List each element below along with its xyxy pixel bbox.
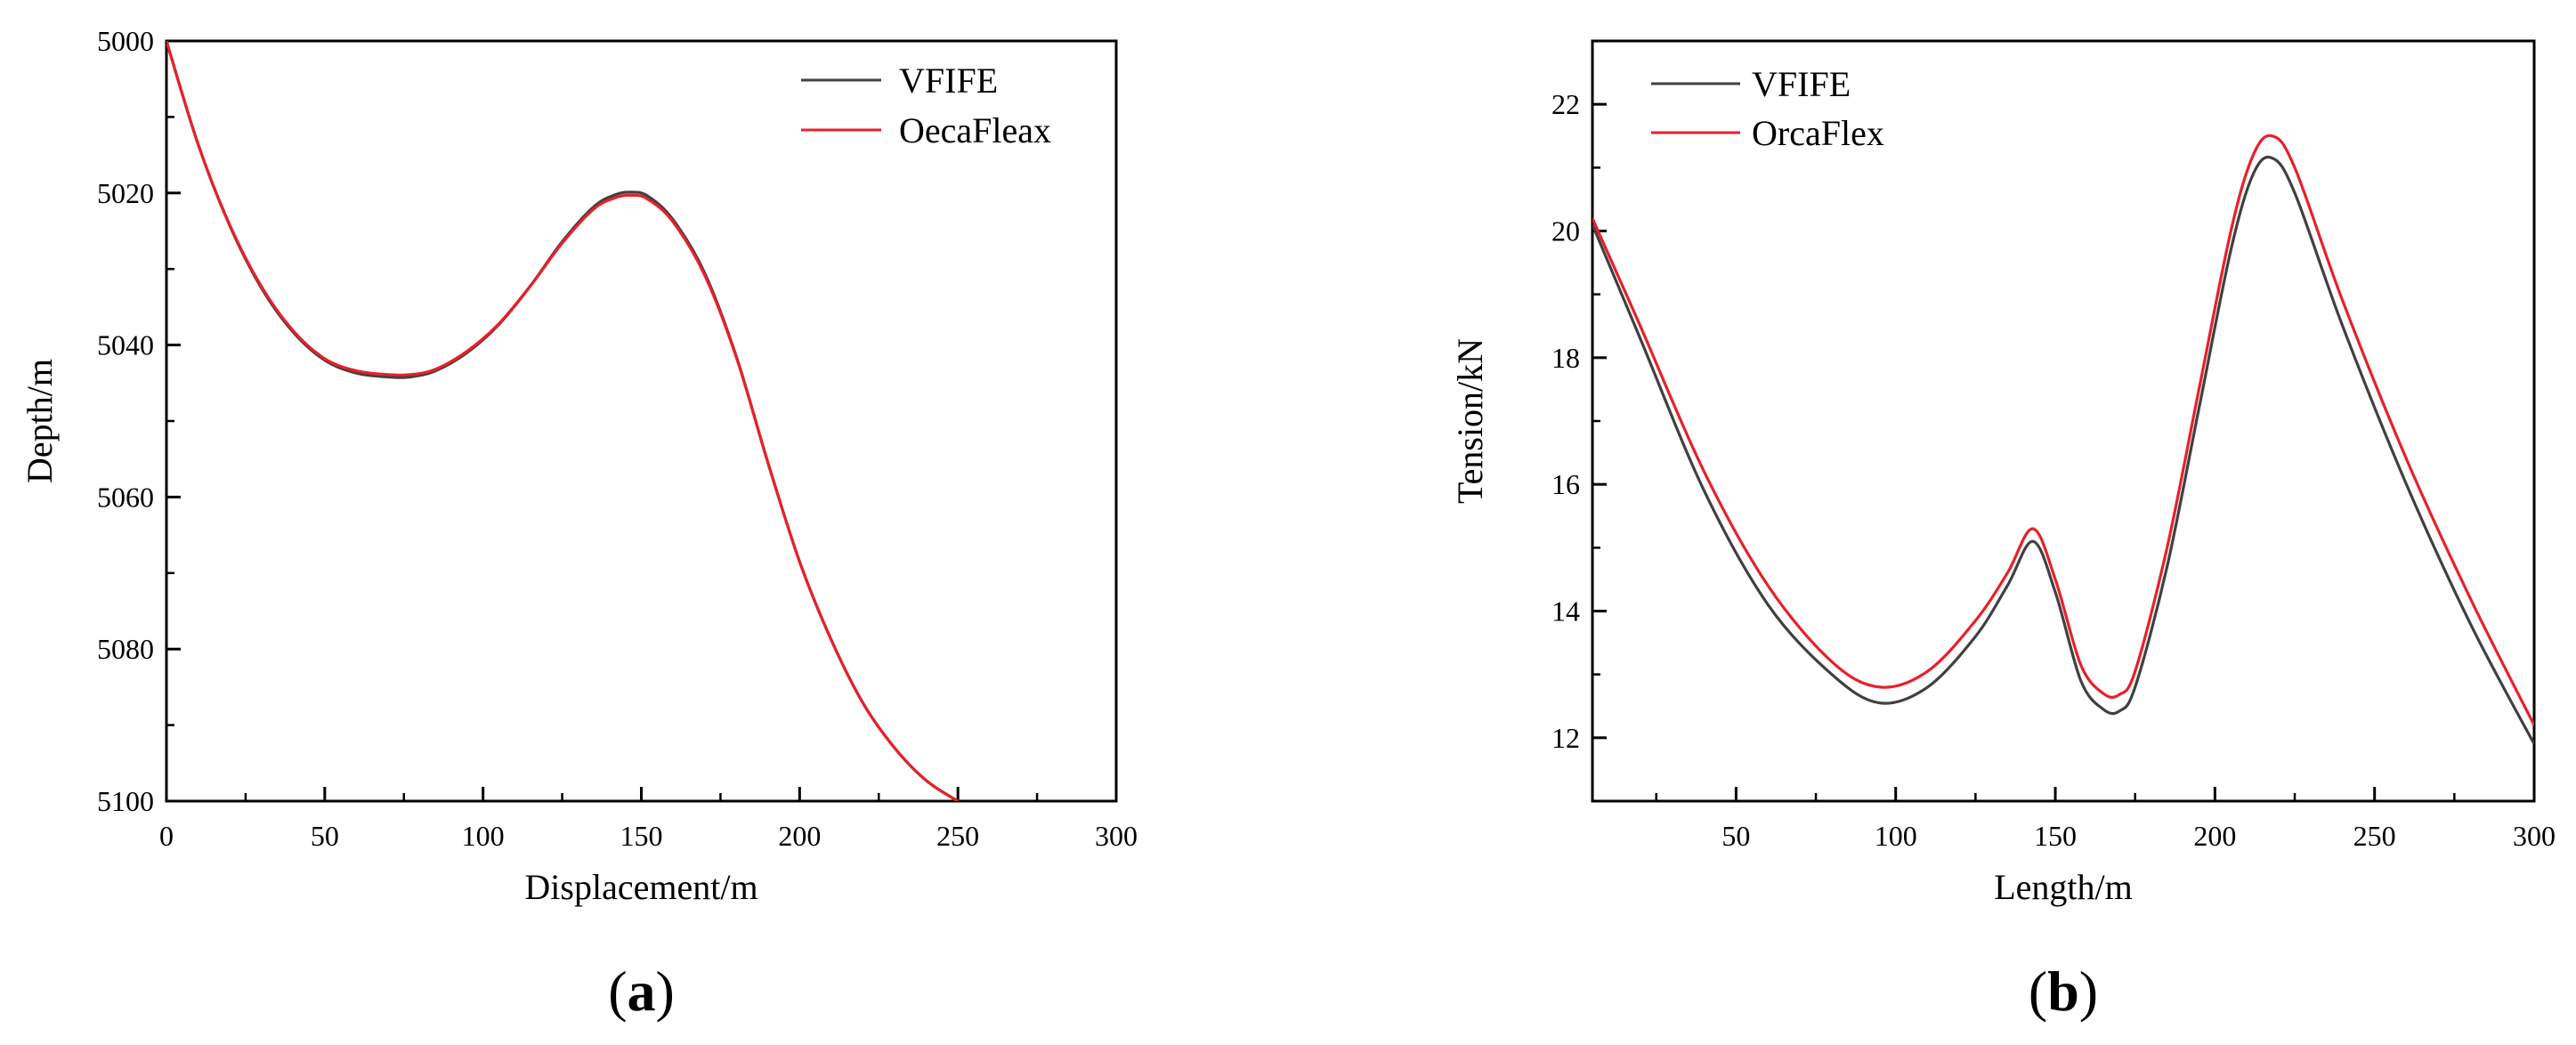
chart-b-series-vfife-line (1592, 155, 2534, 745)
chart-b-x-tick-label: 200 (2193, 820, 2236, 852)
chart-b-panel-label: (b) (2029, 960, 2098, 1023)
chart-a-legend-label-vfife: VFIFE (899, 61, 998, 101)
chart-a-plot-frame (165, 39, 1118, 803)
chart-b-y-tick-label: 12 (1551, 722, 1580, 754)
chart-b-panel-label-open: ( (2029, 960, 2047, 1023)
chart-a-y-axis-title: Depth/m (20, 359, 60, 483)
chart-a-panel-label-close: ) (656, 960, 675, 1023)
chart-b-panel-label-letter: b (2047, 960, 2079, 1023)
chart-a-y-tick-label: 5080 (97, 633, 154, 665)
chart-a-y-tick-label: 5100 (97, 785, 154, 817)
chart-b-y-tick-label: 20 (1551, 215, 1580, 247)
chart-b-x-tick-label: 300 (2513, 820, 2556, 852)
chart-a-y-tick-label: 5020 (97, 177, 154, 209)
chart-a-series-vfife-line (166, 41, 960, 801)
chart-a-y-tick-label: 5060 (97, 481, 154, 513)
chart-b-y-tick-label: 18 (1551, 342, 1580, 374)
chart-a-panel-label: (a) (608, 960, 675, 1023)
chart-b-y-axis-title: Tension/kN (1450, 338, 1490, 504)
chart-a-y-tick-label: 5040 (97, 329, 154, 361)
chart-b-y-tick-label: 16 (1551, 468, 1580, 500)
chart-a-series-oecafleax-line (166, 41, 960, 801)
panel-b: 50 100 150 200 250 300 12 14 16 18 20 22 Length/m Ten… (1450, 39, 2556, 1023)
chart-b-panel-label-close: ) (2079, 960, 2098, 1023)
chart-b-legend-label-orcaflex: OrcaFlex (1752, 113, 1884, 153)
chart-b-x-tick-label: 100 (1875, 820, 1917, 852)
chart-a-x-tick-label: 300 (1095, 820, 1138, 852)
chart-b-x-tick-label: 50 (1721, 820, 1750, 852)
chart-a-legend: VFIFE OecaFleax (801, 61, 1051, 150)
chart-a-x-tick-label: 50 (311, 820, 339, 852)
chart-b-legend: VFIFE OrcaFlex (1651, 64, 1884, 153)
chart-a-x-tick-label: 200 (778, 820, 821, 852)
chart-a-panel-label-letter: a (628, 960, 656, 1023)
chart-b-series-orcaflex-line (1592, 134, 2534, 726)
chart-b-y-tick-label: 22 (1551, 88, 1580, 120)
chart-b-x-tick-label: 150 (2034, 820, 2077, 852)
chart-b-x-axis-title: Length/m (1994, 867, 2133, 907)
chart-b-x-tick-label: 250 (2353, 820, 2396, 852)
chart-a-legend-label-oecafleax: OecaFleax (899, 110, 1051, 150)
chart-a-x-tick-label: 100 (462, 820, 505, 852)
chart-b-y-tick-label: 14 (1551, 595, 1580, 628)
chart-b-legend-label-vfife: VFIFE (1752, 64, 1851, 104)
chart-a-x-tick-label: 0 (159, 820, 174, 852)
chart-a-x-tick-label: 150 (620, 820, 663, 852)
chart-a-x-tick-label: 250 (936, 820, 979, 852)
chart-a-x-axis-title: Displacement/m (524, 867, 757, 907)
chart-b-plot-frame (1591, 39, 2536, 803)
chart-a-y-tick-label: 5000 (97, 25, 154, 57)
chart-a-panel-label-open: ( (608, 960, 627, 1023)
panel-a: 0 50 100 150 200 250 300 5000 5020 5040 5060 5080 51… (20, 25, 1138, 1023)
